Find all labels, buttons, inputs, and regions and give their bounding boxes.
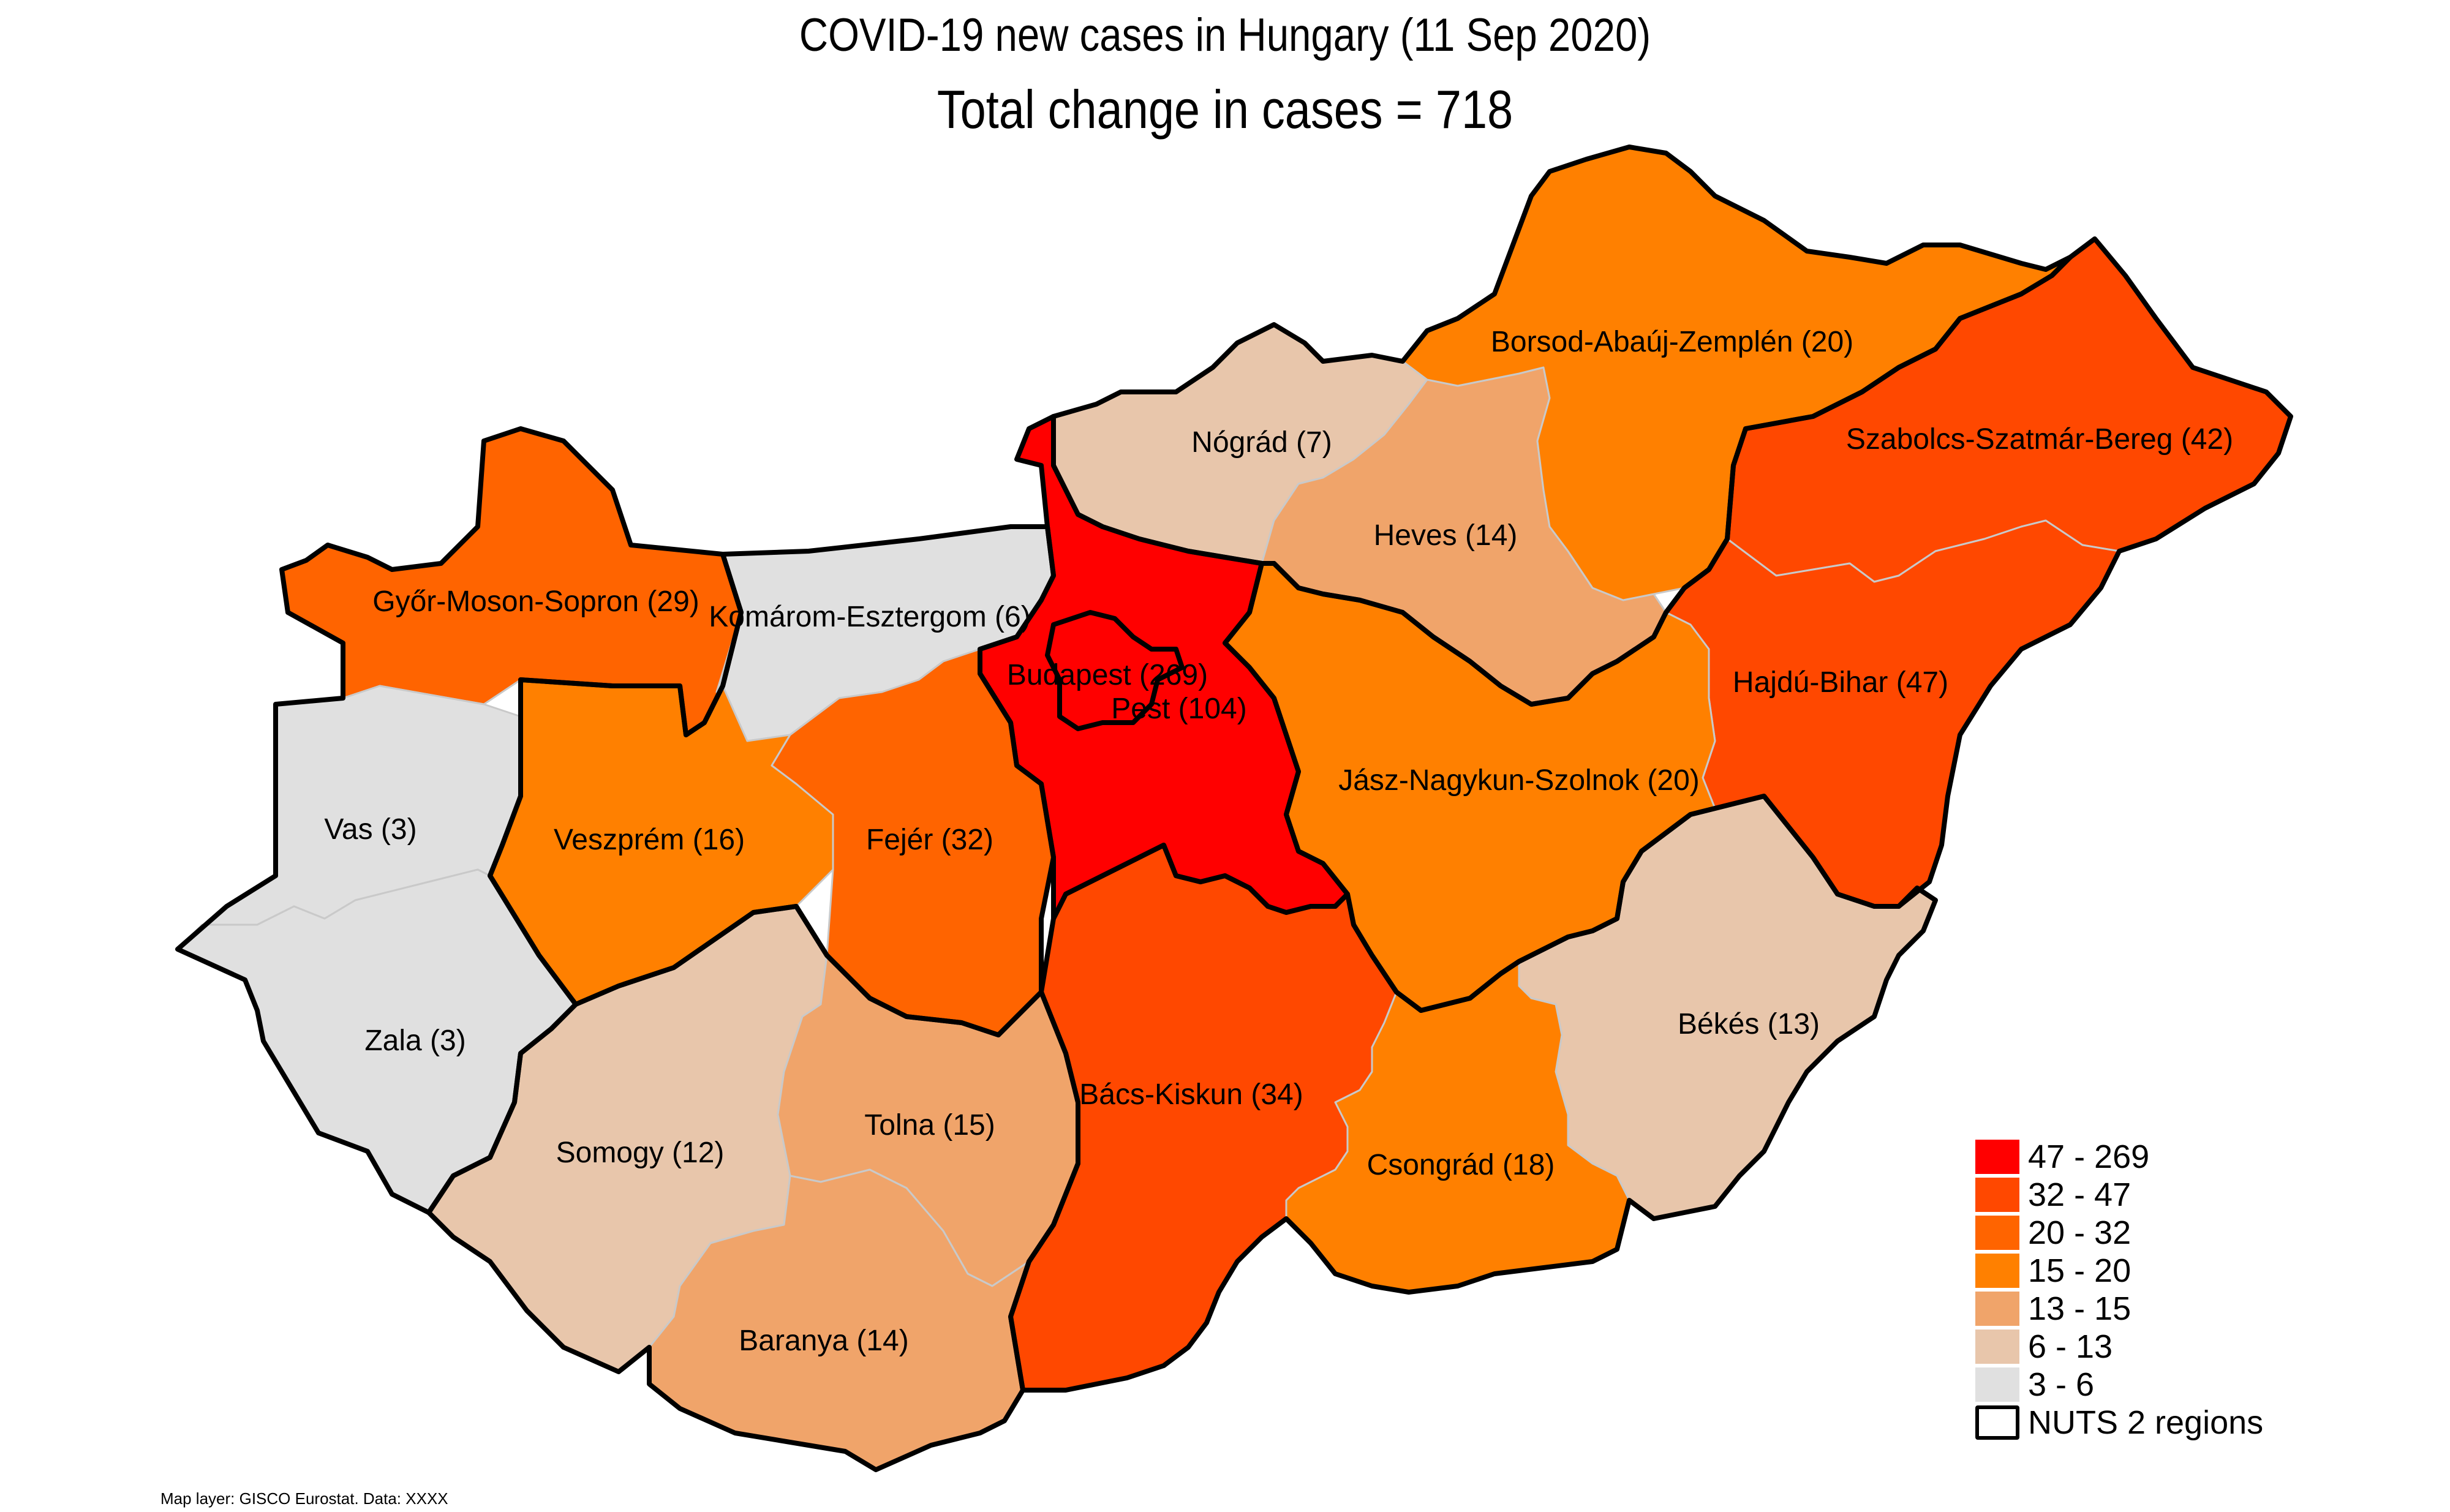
legend-swatch [1975,1292,2019,1326]
label-jasz: Jász-Nagykun-Szolnok (20) [1338,764,1700,797]
label-somogy: Somogy (12) [556,1137,725,1169]
label-baranya: Baranya (14) [739,1325,908,1357]
legend-label: 47 - 269 [2028,1138,2150,1175]
label-szabolcs: Szabolcs-Szatmár-Bereg (42) [1846,423,2233,456]
label-pest: Pest (104) [1111,693,1246,725]
legend-label-nuts2: NUTS 2 regions [2028,1404,2264,1441]
label-heves: Heves (14) [1374,519,1518,552]
legend-label: 3 - 6 [2028,1366,2095,1403]
legend-label: 32 - 47 [2028,1176,2132,1213]
legend-item: 3 - 6 [1975,1366,2263,1404]
label-vas: Vas (3) [324,813,417,846]
legend-item: 47 - 269 [1975,1138,2263,1176]
legend-outline-swatch [1975,1405,2019,1440]
nuts2-del-alfold [1008,794,1938,1393]
label-veszprem: Veszprém (16) [554,824,745,856]
legend-item: 15 - 20 [1975,1252,2263,1290]
legend-swatch [1975,1254,2019,1288]
legend-swatch [1975,1178,2019,1212]
label-borsod: Borsod-Abaúj-Zemplén (20) [1491,326,1853,358]
label-zala: Zala (3) [364,1025,466,1057]
legend-swatch [1975,1330,2019,1364]
legend-item: 6 - 13 [1975,1328,2263,1366]
map-title: COVID-19 new cases in Hungary (11 Sep 20… [799,9,1651,61]
label-fejer: Fejér (32) [866,824,993,856]
legend: 47 - 269 32 - 47 20 - 32 15 - 20 13 - 15… [1975,1138,2263,1442]
legend-item-nuts2: NUTS 2 regions [1975,1404,2263,1442]
map-credit: Map layer: GISCO Eurostat. Data: XXXX [160,1489,448,1508]
legend-label: 20 - 32 [2028,1214,2132,1251]
legend-item: 20 - 32 [1975,1214,2263,1252]
legend-label: 6 - 13 [2028,1328,2113,1365]
label-bekes: Békés (13) [1678,1008,1820,1040]
nuts2-del-dunantul [426,904,1080,1472]
legend-swatch [1975,1367,2019,1402]
legend-swatch [1975,1140,2019,1174]
label-bacs: Bács-Kiskun (34) [1079,1078,1303,1111]
legend-item: 13 - 15 [1975,1290,2263,1328]
label-tolna: Tolna (15) [864,1109,995,1142]
label-nograd: Nógrád (7) [1191,426,1332,459]
map-subtitle: Total change in cases = 718 [937,79,1513,140]
label-budapest: Budapest (269) [1007,659,1208,691]
legend-label: 15 - 20 [2028,1252,2132,1289]
legend-label: 13 - 15 [2028,1290,2132,1327]
label-gyor: Győr-Moson-Sopron (29) [372,585,699,618]
legend-item: 32 - 47 [1975,1176,2263,1214]
label-csongrad: Csongrád (18) [1367,1149,1555,1181]
label-komarom: Komárom-Esztergom (6) [709,601,1030,633]
nuts2-outlines [175,145,2293,1472]
legend-swatch [1975,1216,2019,1250]
nuts2-budapest [1045,610,1185,731]
label-hajdu: Hajdú-Bihar (47) [1733,666,1948,699]
